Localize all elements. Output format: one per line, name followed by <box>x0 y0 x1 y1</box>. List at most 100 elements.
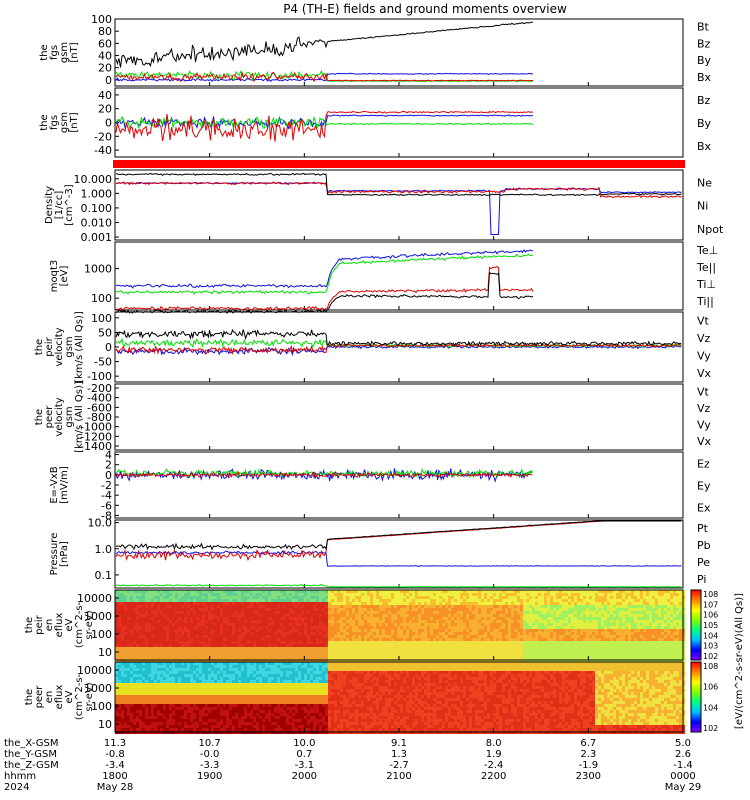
panel-peir-vel-ylabel: peir <box>44 336 55 356</box>
panel-density-ylabel: [1/cc] <box>54 191 65 220</box>
panel-peer-vel-ytick: -400 <box>87 392 112 405</box>
panel-peer-vel-ytick: -200 <box>87 382 112 395</box>
colorbar-tick: 102 <box>703 652 718 661</box>
panel-peir-vel-ytick: 0 <box>105 341 112 354</box>
temp-red-line <box>115 266 534 312</box>
panel-temp-ylabel: [eV] <box>59 266 70 287</box>
xaxis-date: May 28 <box>97 782 134 793</box>
xaxis-row-label: the_X-GSM <box>4 738 58 749</box>
xaxis-value: 2100 <box>386 771 411 782</box>
peir_eflux-ytick: 1000 <box>84 610 112 623</box>
panel-peer-vel-legend-Vx: Vx <box>697 435 712 448</box>
chart-title: P4 (TH-E) fields and ground moments over… <box>283 2 567 16</box>
panel-efield-legend-Ey: Ey <box>697 479 711 492</box>
panel-pressure-ylabel: [nPa] <box>59 541 70 567</box>
panel-pressure-legend-Pb: Pb <box>697 539 711 552</box>
panel-peer-vel-legend-Vy: Vy <box>697 419 711 432</box>
peer_eflux-spectrogram <box>115 662 685 734</box>
panel-fgs2-ylabel: gsm <box>59 112 70 133</box>
colorbar-tick: 102 <box>703 724 718 733</box>
panel-pressure-legend-Pi: Pi <box>697 573 706 586</box>
peer_eflux-ylabel: eflux <box>54 685 65 710</box>
panel-temp-legend-Ti⊥: Ti⊥ <box>696 278 716 291</box>
xaxis-value: 0000 <box>670 771 695 782</box>
panel-fgs-ylabel: the <box>39 44 50 60</box>
panel-fgs-ylabel: gsm <box>59 42 70 63</box>
panel-fgs-legend-Bt: Bt <box>697 21 710 34</box>
panel-fgs2-ylabel: [nT] <box>69 112 80 132</box>
xaxis-value: -0.0 <box>200 749 220 760</box>
colorbar-peir <box>690 589 702 661</box>
xaxis-date: May 29 <box>665 782 702 793</box>
xaxis-value: 1.3 <box>391 749 407 760</box>
temp-blue-line <box>115 249 533 289</box>
peir_eflux-ylabel: eV <box>64 618 75 631</box>
fgs2-bz-line <box>115 110 534 142</box>
peir_eflux-ytick: 10 <box>98 646 112 659</box>
panel-density-ylabel: [cm^-3] <box>64 184 75 225</box>
panel-peer-vel-ytick: -800 <box>87 411 112 424</box>
panel-peir-vel-legend-Vz: Vz <box>697 332 711 345</box>
panel-fgs2-ytick: 20 <box>98 103 112 116</box>
xaxis-row-label: 2024 <box>4 782 29 793</box>
panel-fgs-ylabel: [nT] <box>69 42 80 62</box>
xaxis-value: -2.4 <box>484 760 504 771</box>
pressure-pi-line <box>115 550 682 567</box>
panel-efield-ytick: -6 <box>101 499 112 512</box>
xaxis-value: 2.3 <box>580 749 596 760</box>
panel-peer-vel-ytick: -1200 <box>80 430 112 443</box>
colorbar-tick: 104 <box>703 631 718 640</box>
panel-peer-vel-ytick: -1400 <box>80 440 112 453</box>
panel-fgs-legend-Bz: Bz <box>697 37 711 50</box>
panel-peer-vel-ytick: -1000 <box>80 421 112 434</box>
peir_eflux-ylabel: eflux <box>54 613 65 638</box>
colorbar-peer <box>690 661 702 733</box>
panel-fgs-ytick: 0 <box>105 74 112 87</box>
xaxis-value: 1800 <box>102 771 127 782</box>
panel-pressure-ytick: 10.0 <box>88 517 113 530</box>
panel-fgs2-legend-Bx: Bx <box>697 140 712 153</box>
panel-pressure-ytick: 1.0 <box>95 543 113 556</box>
peir_eflux-ylabel: (cm^2-s- <box>74 601 85 648</box>
peir_eflux-ytick: 10000 <box>77 592 112 605</box>
panel-pressure-frame <box>114 519 684 589</box>
panel-pressure-ylabel: Pressure <box>49 533 60 576</box>
panel-fgs2-ytick: 0 <box>105 117 112 130</box>
panel-fgs2-ylabel: the <box>39 114 50 130</box>
colorbar-tick: 105 <box>703 621 718 630</box>
panel-density-ytick: 1.000 <box>81 187 113 200</box>
xaxis-row-label: hhmm <box>4 771 36 782</box>
panel-temp-ylabel: moqt3 <box>49 260 60 293</box>
panel-density-frame <box>114 169 684 241</box>
panel-efield-ytick: 0 <box>105 469 112 482</box>
xaxis-value: -3.3 <box>200 760 220 771</box>
panel-peir-vel-legend-Vx: Vx <box>697 367 712 380</box>
xaxis-row-label: the_Z-GSM <box>4 760 59 771</box>
panel-peer-vel-ylabel: velocity <box>54 397 65 436</box>
density-npot-line <box>115 181 682 235</box>
fgs-bt-line <box>115 21 534 68</box>
panel-fgs2-ytick: -20 <box>94 130 112 143</box>
temp-black-line <box>115 271 534 314</box>
colorbar-tick: 107 <box>703 600 718 609</box>
peer_eflux-ytick: 100 <box>91 700 112 713</box>
peer_eflux-ylabel: eV <box>64 690 75 703</box>
peer_eflux-ytick: 10000 <box>77 664 112 677</box>
xaxis-value: 2000 <box>292 771 317 782</box>
temp-green-line <box>115 253 534 295</box>
panel-peir-vel-ytick: 100 <box>91 312 112 325</box>
pressure-pb-line <box>115 520 682 562</box>
panel-peir-vel-ytick: -50 <box>94 356 112 369</box>
density-ni-line <box>116 172 682 197</box>
peer_eflux-ylabel: peer <box>34 685 45 709</box>
xaxis-value: 1900 <box>197 771 222 782</box>
panel-peer-vel-ylabel: [km/s (All Qs)] <box>74 381 85 453</box>
panel-density-ytick: 10.000 <box>74 173 113 186</box>
panel-efield-ytick: 2 <box>105 459 112 472</box>
flag-bar <box>113 160 685 168</box>
panel-density-ylabel: Density <box>44 186 55 224</box>
fgs2-by-line <box>115 115 534 130</box>
panel-temp-ytick: 1000 <box>84 263 112 276</box>
panel-fgs-ytick: 40 <box>98 50 112 63</box>
